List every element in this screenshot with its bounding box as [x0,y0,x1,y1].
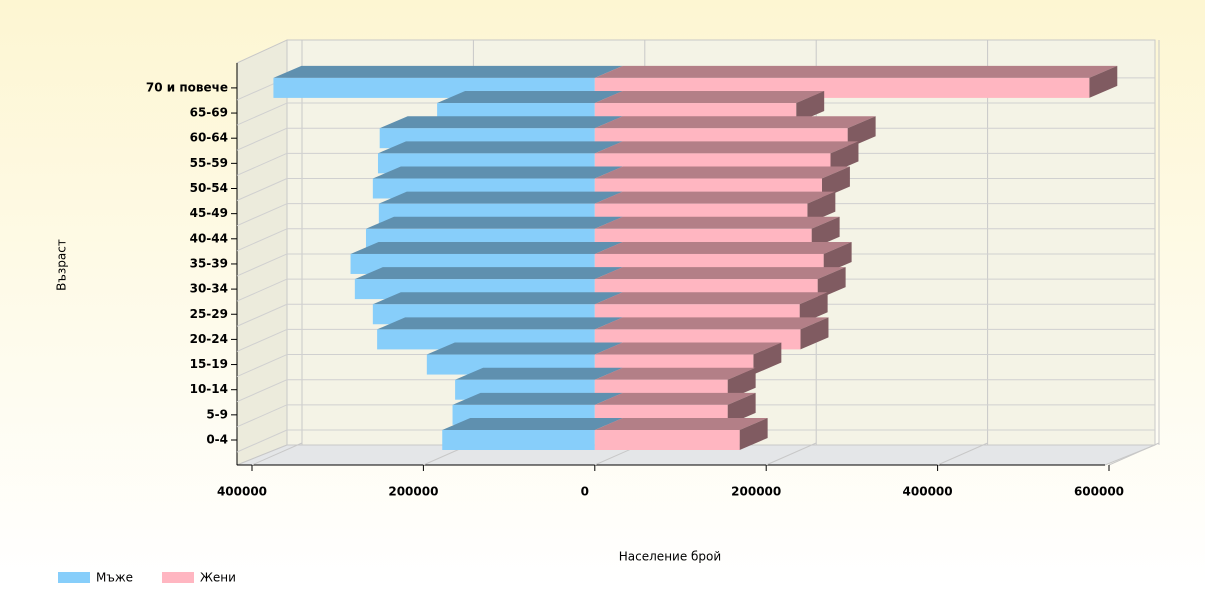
grid-line [236,178,288,201]
y-tick-label: 55-59 [190,156,228,170]
y-axis-label: Възраст [55,239,69,291]
side-wall [236,39,288,466]
y-tick-label: 0-4 [206,433,228,447]
grid-line [236,228,288,252]
bar-side [847,116,876,149]
y-tick-label: 30-34 [190,282,228,296]
y-tick-label: 65-69 [190,106,228,120]
bar-side [807,191,836,224]
legend-label: Мъже [96,571,133,585]
bar-top [273,65,623,78]
bar-top [377,317,623,330]
bar-side [817,267,846,300]
x-tick-label: 0 [581,485,589,499]
bar-top [372,166,623,179]
grid-line [765,442,817,466]
y-tick-label: 20-24 [190,332,228,346]
x-tick-label: 400000 [217,485,267,499]
x-tick-label: 200000 [388,485,438,499]
grid-line [236,203,288,227]
bar-side [800,317,829,350]
y-tick-label: 45-49 [190,206,228,220]
y-tick-label: 70 и повече [146,80,228,94]
legend-swatch [58,572,90,583]
bar [594,430,740,450]
bar-top [365,216,623,229]
legend-swatch [162,572,194,583]
grid-line [236,328,288,352]
grid-line [937,442,988,466]
grid-line [251,442,303,466]
bar-side [796,91,825,124]
bar-top [594,116,876,129]
bar-side [727,392,756,425]
grid-line [236,278,288,302]
bar-top [372,292,623,305]
bar-top [594,342,782,355]
bar-side [727,367,756,400]
bar-top [354,267,623,280]
bar-top [594,191,836,204]
bar-top [594,216,840,229]
legend-label: Жени [200,571,236,585]
grid-line [236,379,288,403]
x-tick-label: 600000 [1074,485,1124,499]
grid-line [1108,442,1160,466]
bar-top [452,392,623,405]
bar-side [830,141,859,174]
y-tick-label: 60-64 [190,131,228,145]
bar-side [753,342,782,375]
bar-top [442,418,623,430]
bar-top [594,91,825,104]
bar-top [594,166,850,179]
bar-side [821,166,850,199]
y-tick-label: 35-39 [190,256,228,270]
bar-top [594,267,846,280]
grid-line [236,253,288,277]
y-tick-label: 50-54 [190,181,228,195]
y-tick-label: 25-29 [190,307,228,321]
y-tick-label: 40-44 [190,231,228,245]
bar-side [823,241,852,274]
bar-top [594,141,859,154]
bar-side [739,418,768,450]
bar [442,430,595,450]
bar-top [594,392,756,405]
bar-side [1089,65,1118,98]
grid-line [236,102,288,126]
x-tick-label: 200000 [731,485,781,499]
bar-top [594,292,828,305]
bar-top [594,241,852,254]
y-tick-label: 10-14 [190,382,228,396]
bar-side [799,292,828,325]
bar-top [594,65,1118,78]
grid-line [236,152,288,176]
y-tick-label: 5-9 [206,407,228,421]
bar-top [455,367,623,380]
grid-line [236,127,288,151]
bar-top [437,91,623,104]
bar-top [594,418,768,430]
bar-top [378,191,623,204]
x-axis-label: Население брой [619,550,721,564]
bar-top [379,116,623,129]
bar-top [350,241,623,254]
bar-top [377,141,623,154]
bar-top [426,342,623,355]
grid-line [236,429,288,453]
y-tick-label: 15-19 [190,357,228,371]
bar-side [811,216,840,249]
grid-line [236,404,288,428]
grid-line [236,354,288,378]
grid-line [236,303,288,327]
x-tick-label: 400000 [903,485,953,499]
bar-top [594,367,756,380]
bar-top [594,317,829,330]
